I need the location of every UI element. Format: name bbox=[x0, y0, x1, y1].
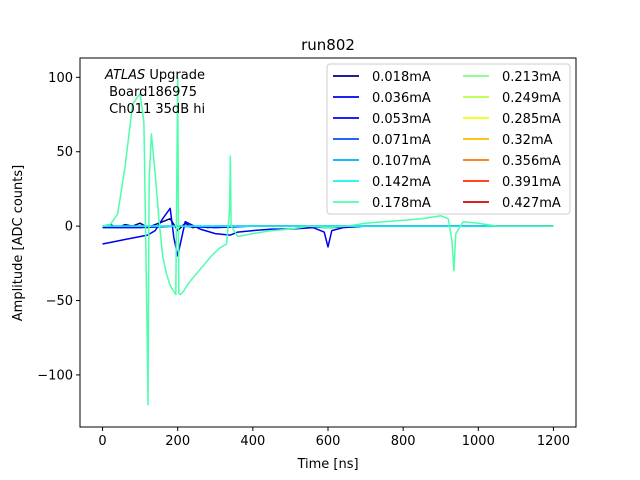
y-tick-label: −50 bbox=[46, 294, 73, 309]
y-axis: −100 −50 0 50 100 bbox=[37, 71, 80, 383]
annotation-line1: ATLAS Upgrade bbox=[104, 68, 205, 83]
y-tick-label: 0 bbox=[65, 220, 73, 235]
x-tick-label: 400 bbox=[240, 434, 265, 449]
legend-label: 0.249mA bbox=[502, 91, 561, 106]
legend-label: 0.213mA bbox=[502, 70, 561, 85]
y-tick-label: 50 bbox=[56, 145, 73, 160]
annotation-line2: Board186975 bbox=[105, 85, 197, 100]
legend-label: 0.356mA bbox=[502, 154, 561, 169]
x-tick-label: 1000 bbox=[462, 434, 495, 449]
legend-label: 0.107mA bbox=[372, 154, 431, 169]
series-line-6 bbox=[102, 76, 554, 406]
legend-label: 0.142mA bbox=[372, 175, 431, 190]
legend-label: 0.018mA bbox=[372, 70, 431, 85]
legend-label: 0.32mA bbox=[502, 133, 553, 148]
annotation: ATLAS Upgrade Board186975 Ch011 35dB hi bbox=[104, 68, 205, 117]
legend-label: 0.391mA bbox=[502, 175, 561, 190]
annotation-atlas: ATLAS bbox=[104, 68, 145, 83]
y-axis-title: Amplitude [ADC counts] bbox=[11, 165, 26, 321]
x-tick-label: 800 bbox=[391, 434, 416, 449]
series-line-1 bbox=[102, 207, 554, 257]
annotation-upgrade: Upgrade bbox=[145, 68, 205, 83]
x-axis-title: Time [ns] bbox=[296, 457, 358, 472]
legend: 0.018mA 0.036mA 0.053mA 0.071mA 0.107mA 0.142… bbox=[326, 63, 571, 215]
x-tick-label: 600 bbox=[316, 434, 341, 449]
legend-label: 0.178mA bbox=[372, 196, 431, 211]
chart-title: run802 bbox=[301, 36, 355, 54]
legend-label: 0.071mA bbox=[372, 133, 431, 148]
x-tick-label: 200 bbox=[165, 434, 190, 449]
legend-label: 0.036mA bbox=[372, 91, 431, 106]
legend-box bbox=[326, 63, 571, 215]
legend-label: 0.427mA bbox=[502, 196, 561, 211]
legend-label: 0.285mA bbox=[502, 112, 561, 127]
y-tick-label: 100 bbox=[48, 71, 73, 86]
x-tick-label: 0 bbox=[98, 434, 106, 449]
plot-area bbox=[102, 76, 554, 406]
legend-label: 0.053mA bbox=[372, 112, 431, 127]
x-tick-label: 1200 bbox=[537, 434, 570, 449]
annotation-line3: Ch011 35dB hi bbox=[105, 102, 205, 117]
x-axis: 0 200 400 600 800 1000 1200 bbox=[98, 427, 570, 449]
y-tick-label: −100 bbox=[37, 368, 73, 383]
